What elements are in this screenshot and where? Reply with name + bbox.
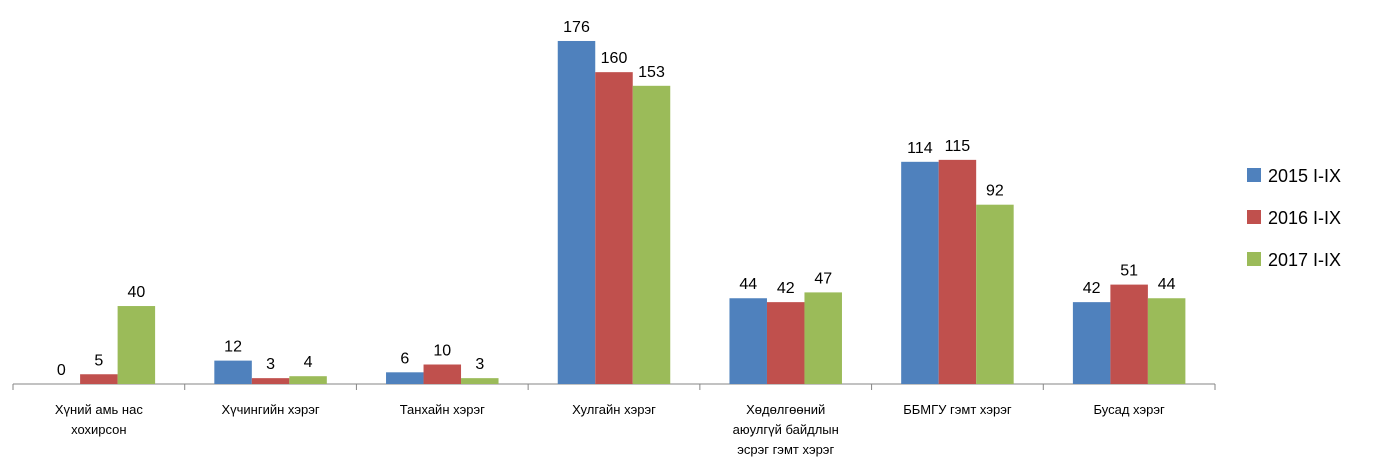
legend-swatch-1 (1247, 168, 1261, 182)
bar-3-3 (461, 378, 499, 384)
legend-label-2: 2016 I-IX (1268, 208, 1341, 228)
data-label: 114 (907, 140, 933, 157)
data-label: 44 (1158, 276, 1176, 293)
bar-3-4 (632, 85, 671, 384)
bar-2-2 (251, 378, 290, 384)
bar-1-2 (214, 360, 252, 384)
category-label: Танхайн хэрэг (400, 402, 485, 417)
category-label: эсрэг гэмт хэрэг (737, 442, 834, 457)
bar-2-6 (938, 159, 977, 384)
data-label: 92 (986, 183, 1004, 200)
bar-3-5 (804, 292, 842, 384)
data-label: 40 (127, 284, 145, 301)
data-labels-layer: 0 5 40 12 3 4 6 10 3 176 160 153 44 42 47 114 115 92 42 51 4… (57, 19, 1176, 379)
data-label: 115 (945, 138, 971, 155)
bar-2-7 (1110, 284, 1148, 384)
bar-3-2 (289, 376, 327, 384)
data-label: 51 (1120, 263, 1138, 280)
legend-swatch-3 (1247, 252, 1261, 266)
data-label: 6 (400, 350, 409, 367)
bars-layer (80, 40, 1186, 384)
axis-layer (12, 383, 1216, 390)
legend: 2015 I-IX 2016 I-IX 2017 I-IX (1247, 166, 1341, 270)
data-label: 10 (433, 343, 451, 360)
category-label: аюулгүй байдлын (733, 422, 839, 437)
bar-1-6 (901, 161, 939, 384)
legend-label-3: 2017 I-IX (1268, 250, 1341, 270)
data-label: 176 (563, 19, 590, 36)
legend-label-1: 2015 I-IX (1268, 166, 1341, 186)
category-label: хохирсон (71, 422, 127, 437)
data-label: 47 (814, 270, 832, 287)
legend-swatch-2 (1247, 210, 1261, 224)
category-label: Хулгайн хэрэг (572, 402, 656, 417)
bar-1-4 (557, 40, 596, 384)
bar-3-7 (1147, 298, 1186, 384)
bar-2-3 (423, 364, 462, 384)
bar-2-4 (595, 72, 633, 384)
bar-1-5 (729, 298, 767, 384)
bar-1-3 (386, 372, 424, 384)
bar-1-7 (1072, 302, 1111, 384)
category-label: Хүчингийн хэрэг (221, 402, 319, 417)
data-label: 3 (266, 356, 275, 373)
data-label: 4 (304, 354, 313, 371)
bar-2-5 (766, 302, 805, 384)
data-label: 44 (739, 276, 757, 293)
category-label: Хүний амь нас (55, 402, 143, 417)
data-label: 160 (601, 50, 628, 67)
data-label: 42 (1083, 280, 1101, 297)
data-label: 5 (94, 352, 103, 369)
bar-2-1 (80, 374, 118, 384)
bar-3-6 (976, 204, 1014, 384)
category-label: ББМГУ гэмт хэрэг (903, 402, 1012, 417)
bar-3-1 (117, 306, 156, 384)
category-labels-layer: Хүний амь нас хохирсон Хүчингийн хэрэг Танх… (55, 402, 1165, 457)
data-label: 42 (777, 280, 795, 297)
data-label: 0 (57, 362, 66, 379)
category-label: Хөдөлгөөний (746, 402, 825, 417)
category-label: Бусад хэрэг (1094, 402, 1166, 417)
data-label: 12 (224, 339, 242, 356)
data-label: 3 (475, 356, 484, 373)
data-label: 153 (638, 64, 665, 81)
